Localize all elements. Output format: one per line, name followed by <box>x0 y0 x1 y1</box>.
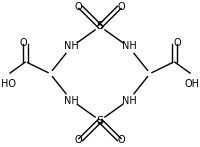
Text: O: O <box>75 135 83 145</box>
Text: O: O <box>117 2 125 12</box>
Text: OH: OH <box>184 79 199 89</box>
Text: O: O <box>19 38 27 48</box>
Text: O: O <box>117 135 125 145</box>
Text: HO: HO <box>1 79 16 89</box>
Text: S: S <box>96 21 104 31</box>
Text: NH: NH <box>64 41 78 51</box>
Text: S: S <box>96 116 104 126</box>
Text: NH: NH <box>122 96 136 106</box>
Text: O: O <box>75 2 83 12</box>
Text: NH: NH <box>122 41 136 51</box>
Text: O: O <box>173 38 181 48</box>
Text: NH: NH <box>64 96 78 106</box>
